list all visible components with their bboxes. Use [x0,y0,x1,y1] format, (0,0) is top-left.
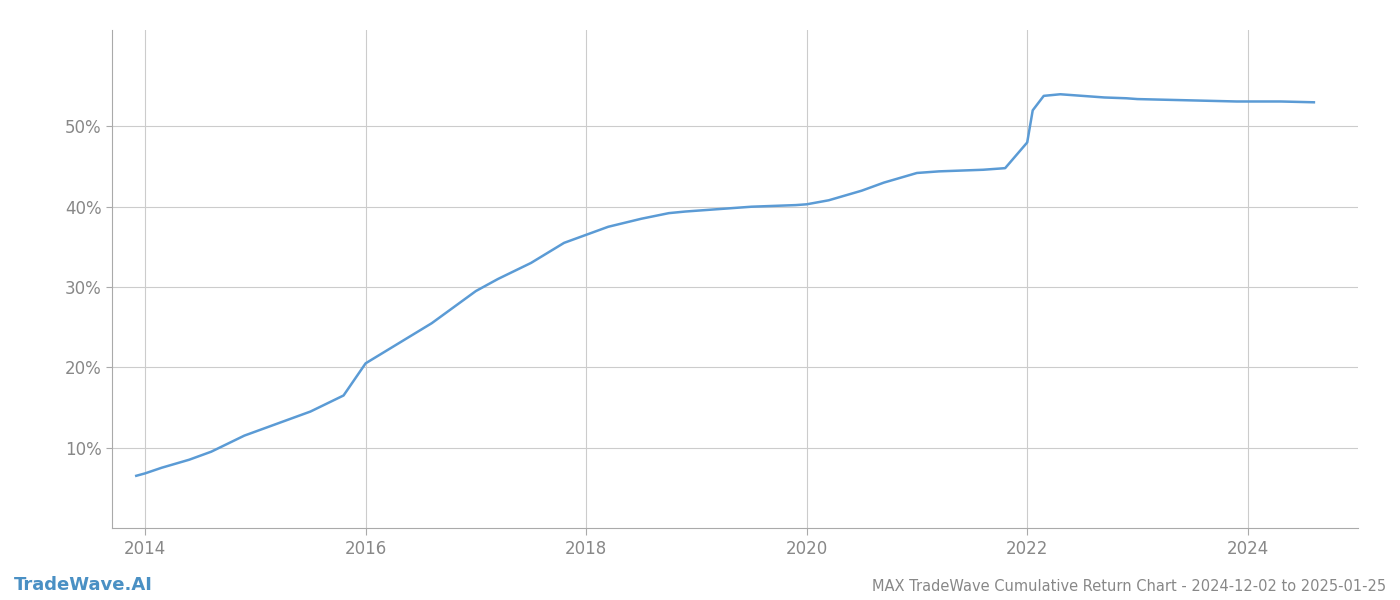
Text: TradeWave.AI: TradeWave.AI [14,576,153,594]
Text: MAX TradeWave Cumulative Return Chart - 2024-12-02 to 2025-01-25: MAX TradeWave Cumulative Return Chart - … [872,579,1386,594]
